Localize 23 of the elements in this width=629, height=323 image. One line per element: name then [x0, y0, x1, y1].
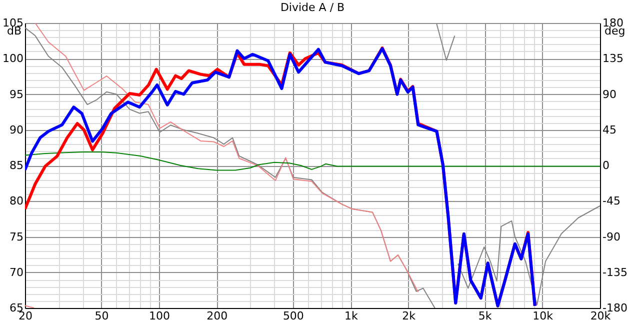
y2-tick-label: 0: [602, 159, 610, 172]
y-tick-label: 90: [10, 123, 24, 136]
x-tick-label: 5k: [478, 310, 492, 322]
y-tick-label: 70: [10, 266, 24, 279]
y-tick-label: 85: [10, 159, 24, 172]
y2-tick-label: 135: [602, 52, 624, 66]
chart-title: Divide A / B: [280, 1, 345, 14]
x-tick-label: 10k: [532, 310, 554, 322]
y-tick-label: 80: [10, 194, 24, 208]
x-tick-label: 1k: [344, 310, 358, 322]
y2-tick-label: -45: [602, 194, 620, 208]
y-tick-label: 100: [2, 52, 24, 66]
x-tick-label: 200: [206, 310, 228, 322]
x-tick-label: 500: [282, 310, 304, 322]
y2-tick-label: -135: [602, 266, 628, 279]
y2-tick-label: -90: [602, 230, 620, 244]
y-tick-label: 75: [10, 230, 24, 244]
x-tick-label: 100: [148, 310, 170, 322]
x-tick-label: 50: [94, 310, 109, 322]
x-tick-label: 2k: [402, 310, 416, 322]
y-tick-label: 95: [10, 88, 24, 101]
y2-tick-label: 90: [602, 88, 616, 101]
y2-tick-label: 45: [602, 123, 616, 136]
